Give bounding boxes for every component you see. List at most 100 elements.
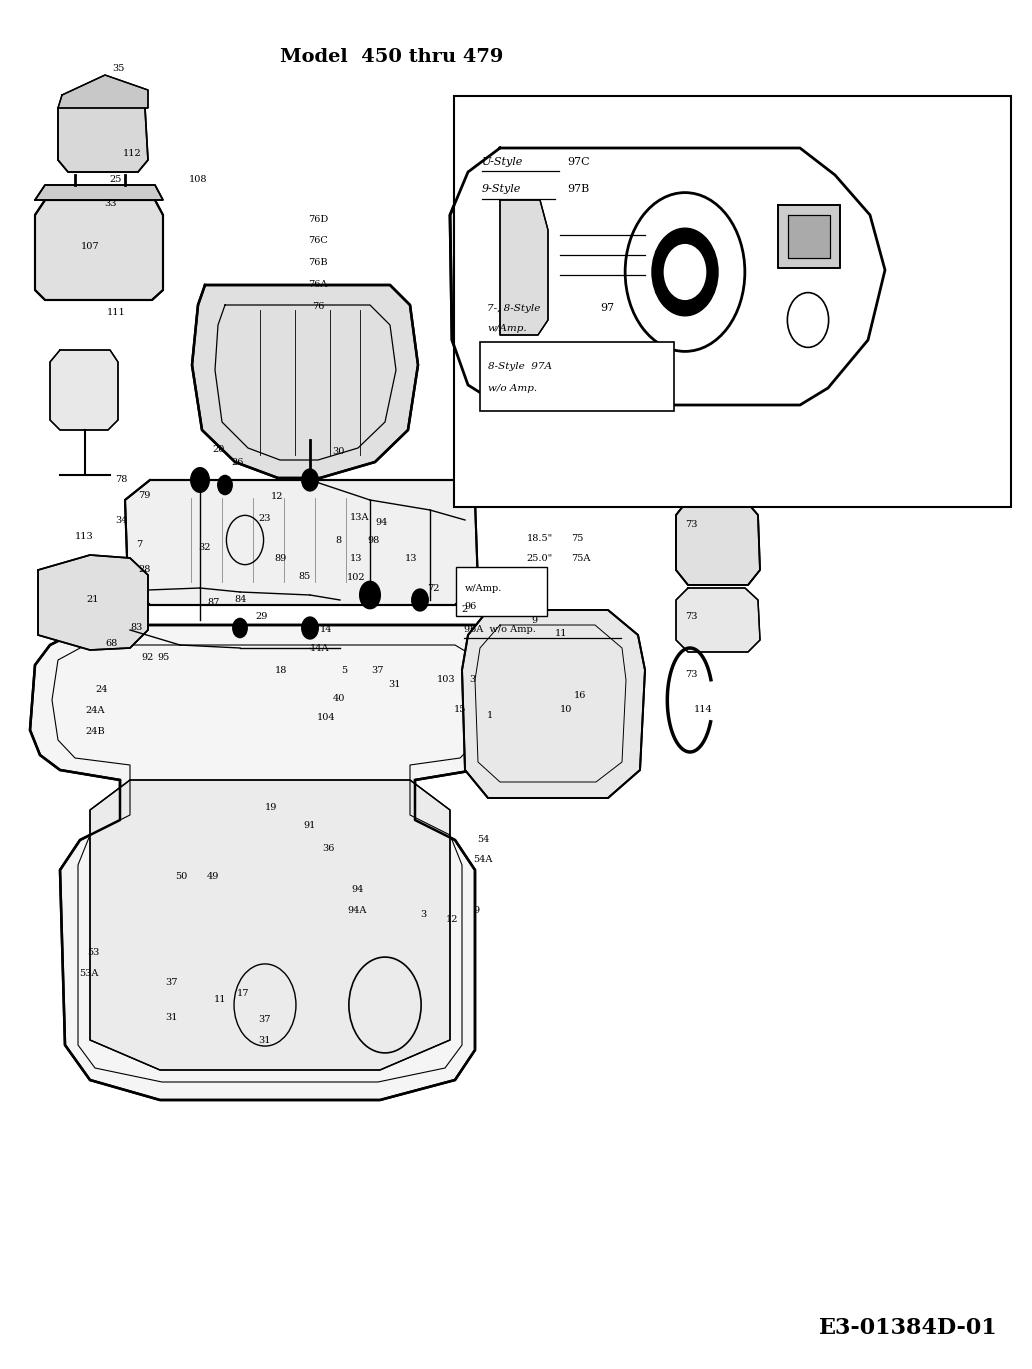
Text: 92: 92 bbox=[141, 653, 154, 661]
Text: 34: 34 bbox=[116, 516, 128, 524]
Text: 24: 24 bbox=[95, 686, 107, 694]
Text: 73: 73 bbox=[685, 612, 698, 620]
Text: 102: 102 bbox=[347, 574, 365, 582]
Text: 76A: 76A bbox=[309, 281, 327, 289]
Text: 30: 30 bbox=[332, 448, 345, 456]
Text: 37: 37 bbox=[165, 979, 178, 987]
Circle shape bbox=[233, 619, 248, 638]
Text: w/o Amp.: w/o Amp. bbox=[488, 385, 538, 393]
Text: 54A: 54A bbox=[474, 856, 492, 864]
Text: 96: 96 bbox=[464, 602, 477, 611]
Text: 75: 75 bbox=[571, 534, 583, 542]
Text: 9: 9 bbox=[531, 616, 538, 624]
Text: 112: 112 bbox=[123, 149, 141, 157]
Text: 50: 50 bbox=[175, 872, 188, 880]
Text: 14A: 14A bbox=[311, 645, 329, 653]
Text: 12: 12 bbox=[446, 916, 458, 924]
Text: 96A  w/o Amp.: 96A w/o Amp. bbox=[464, 626, 537, 634]
Polygon shape bbox=[35, 185, 163, 200]
Text: 114: 114 bbox=[694, 705, 712, 713]
Text: Model  450 thru 479: Model 450 thru 479 bbox=[281, 48, 504, 66]
Text: 35: 35 bbox=[112, 64, 125, 73]
Text: 98: 98 bbox=[367, 537, 380, 545]
Polygon shape bbox=[778, 205, 840, 268]
Polygon shape bbox=[450, 148, 885, 405]
Text: 29: 29 bbox=[255, 612, 267, 620]
Text: E3-01384D-01: E3-01384D-01 bbox=[818, 1317, 998, 1339]
Text: 3: 3 bbox=[470, 675, 476, 683]
Text: 85: 85 bbox=[298, 572, 311, 580]
Text: 33: 33 bbox=[104, 200, 117, 208]
Text: 53: 53 bbox=[87, 949, 99, 957]
Circle shape bbox=[218, 475, 232, 494]
Text: 17: 17 bbox=[237, 990, 250, 998]
Text: 9-Style: 9-Style bbox=[482, 183, 521, 194]
Text: 3: 3 bbox=[420, 910, 426, 919]
Text: 76D: 76D bbox=[308, 215, 328, 223]
Text: 10: 10 bbox=[559, 705, 572, 713]
Text: 9: 9 bbox=[474, 906, 480, 914]
Text: 15: 15 bbox=[454, 705, 466, 713]
Text: 54: 54 bbox=[477, 835, 489, 843]
Polygon shape bbox=[192, 285, 418, 478]
Polygon shape bbox=[676, 500, 760, 585]
Text: 103: 103 bbox=[437, 675, 455, 683]
Text: 76C: 76C bbox=[308, 237, 328, 245]
Text: 31: 31 bbox=[388, 680, 400, 689]
Text: 24B: 24B bbox=[85, 727, 105, 735]
Text: 107: 107 bbox=[80, 242, 99, 251]
Polygon shape bbox=[676, 589, 760, 652]
Text: 28: 28 bbox=[138, 565, 151, 574]
Text: 37: 37 bbox=[258, 1016, 270, 1024]
Text: 76: 76 bbox=[312, 303, 324, 311]
Polygon shape bbox=[58, 75, 148, 108]
Text: 21: 21 bbox=[87, 596, 99, 604]
Text: 7-, 8-Style: 7-, 8-Style bbox=[487, 304, 541, 312]
Text: 16: 16 bbox=[574, 691, 586, 700]
Text: 11: 11 bbox=[555, 630, 568, 638]
Polygon shape bbox=[58, 94, 148, 172]
Text: 18.5": 18.5" bbox=[526, 534, 552, 542]
Text: 8-Style  97A: 8-Style 97A bbox=[488, 363, 552, 371]
Text: 91: 91 bbox=[303, 821, 316, 830]
Text: 73: 73 bbox=[685, 520, 698, 528]
Text: 23: 23 bbox=[258, 515, 270, 523]
Text: 94: 94 bbox=[351, 886, 363, 894]
Text: 76B: 76B bbox=[308, 259, 328, 267]
Polygon shape bbox=[462, 611, 645, 798]
Text: 40: 40 bbox=[332, 694, 345, 702]
Text: 94: 94 bbox=[376, 519, 388, 527]
Text: w/Amp.: w/Amp. bbox=[487, 324, 526, 333]
Polygon shape bbox=[35, 200, 163, 300]
Text: 108: 108 bbox=[189, 175, 207, 183]
Text: 25.0": 25.0" bbox=[526, 554, 552, 563]
Text: 13: 13 bbox=[350, 554, 362, 563]
Text: 68: 68 bbox=[105, 639, 118, 648]
FancyBboxPatch shape bbox=[480, 342, 674, 411]
Text: 111: 111 bbox=[107, 308, 126, 316]
Circle shape bbox=[665, 245, 706, 300]
Text: 36: 36 bbox=[322, 845, 334, 853]
Polygon shape bbox=[499, 200, 548, 335]
Text: 8: 8 bbox=[335, 537, 342, 545]
Text: 37: 37 bbox=[372, 667, 384, 675]
Text: 73: 73 bbox=[685, 671, 698, 679]
Text: 32: 32 bbox=[198, 543, 211, 552]
Circle shape bbox=[191, 468, 209, 493]
Text: 31: 31 bbox=[165, 1013, 178, 1021]
Text: 13: 13 bbox=[405, 554, 417, 563]
Text: 94A: 94A bbox=[348, 906, 366, 914]
Text: w/Amp.: w/Amp. bbox=[464, 585, 502, 593]
Text: 49: 49 bbox=[206, 872, 219, 880]
Text: 72: 72 bbox=[427, 585, 440, 593]
Circle shape bbox=[652, 229, 718, 316]
Text: 11: 11 bbox=[214, 995, 226, 1003]
FancyBboxPatch shape bbox=[454, 96, 1011, 507]
Text: U-Style: U-Style bbox=[482, 156, 523, 167]
Polygon shape bbox=[50, 350, 118, 430]
Polygon shape bbox=[90, 780, 450, 1071]
Text: 5: 5 bbox=[342, 667, 348, 675]
Text: 18: 18 bbox=[275, 667, 287, 675]
Circle shape bbox=[360, 582, 381, 609]
Text: 25: 25 bbox=[109, 175, 122, 183]
